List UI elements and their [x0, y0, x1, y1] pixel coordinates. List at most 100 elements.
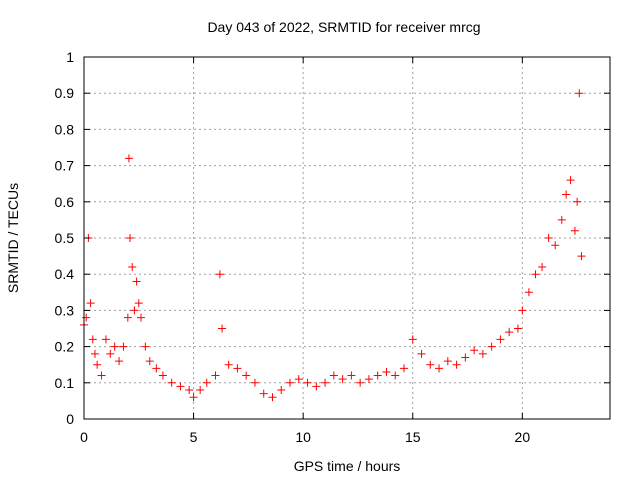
- y-tick-label: 0.6: [55, 194, 75, 210]
- data-point: [562, 190, 571, 199]
- y-tick-label: 0.9: [55, 85, 75, 101]
- y-tick-label: 0.7: [55, 158, 75, 174]
- data-point: [544, 234, 553, 242]
- data-point: [185, 386, 194, 395]
- data-point: [303, 378, 312, 387]
- data-point: [224, 360, 233, 369]
- data-point: [286, 378, 295, 387]
- data-point: [321, 378, 330, 387]
- data-point: [570, 226, 579, 235]
- data-point: [189, 393, 198, 402]
- data-point: [391, 371, 400, 380]
- y-tick-label: 0: [66, 411, 74, 427]
- data-point: [106, 349, 115, 358]
- data-point: [211, 371, 220, 380]
- data-point: [242, 371, 251, 380]
- data-point: [417, 349, 426, 358]
- data-point: [97, 371, 106, 380]
- data-point: [538, 262, 547, 271]
- data-point: [426, 360, 435, 369]
- data-point: [124, 154, 133, 163]
- x-axis-label: GPS time / hours: [294, 458, 401, 474]
- data-point: [250, 378, 259, 387]
- data-point: [575, 89, 584, 98]
- data-point: [134, 299, 143, 308]
- data-point: [196, 386, 205, 395]
- data-point: [312, 382, 321, 391]
- x-tick-label: 20: [515, 429, 531, 445]
- data-point: [88, 335, 97, 344]
- data-point: [470, 346, 479, 355]
- data-point: [167, 378, 176, 387]
- data-point: [338, 375, 347, 384]
- data-point: [268, 393, 277, 402]
- data-point: [364, 375, 373, 384]
- y-tick-label: 0.5: [55, 230, 75, 246]
- y-tick-label: 0.3: [55, 302, 75, 318]
- data-point: [329, 371, 338, 380]
- tick-labels: 00.10.20.30.40.50.60.70.80.910 5 10 15 20: [55, 49, 531, 445]
- data-point: [478, 349, 487, 358]
- data-point: [505, 328, 514, 337]
- data-point: [399, 364, 408, 373]
- data-point: [136, 313, 145, 322]
- data-point: [132, 277, 141, 286]
- data-point: [566, 176, 575, 185]
- data-point: [158, 371, 167, 380]
- y-tick-label: 0.2: [55, 339, 75, 355]
- grid-lines: [84, 57, 610, 419]
- data-point: [518, 306, 527, 315]
- axis-ticks: [83, 56, 610, 420]
- data-points: [80, 89, 586, 402]
- data-point: [115, 357, 124, 366]
- data-point: [110, 342, 119, 351]
- chart-title: Day 043 of 2022, SRMTID for receiver mrc…: [207, 19, 480, 35]
- data-point: [461, 353, 470, 362]
- data-point: [130, 306, 139, 315]
- data-point: [215, 270, 224, 279]
- data-point: [573, 197, 582, 206]
- data-point: [356, 378, 365, 387]
- data-point: [347, 371, 356, 380]
- y-tick-label: 1: [66, 49, 74, 65]
- data-point: [218, 324, 227, 333]
- data-point: [408, 335, 417, 344]
- data-point: [233, 364, 242, 373]
- data-point: [145, 357, 154, 366]
- y-tick-label: 0.1: [55, 375, 75, 391]
- data-point: [141, 342, 150, 351]
- data-point: [524, 288, 533, 297]
- data-point: [513, 324, 522, 333]
- data-point: [93, 360, 102, 369]
- x-tick-label: 5: [190, 429, 198, 445]
- data-point: [294, 375, 303, 384]
- data-point: [123, 313, 132, 322]
- data-point: [443, 357, 452, 366]
- x-tick-label: 0: [80, 429, 88, 445]
- data-point: [259, 389, 268, 398]
- data-point: [202, 378, 211, 387]
- data-point: [435, 364, 444, 373]
- data-point: [577, 252, 586, 261]
- data-point: [101, 335, 110, 344]
- data-point: [531, 270, 540, 279]
- data-point: [128, 262, 137, 271]
- y-axis-label: SRMTID / TECUs: [5, 183, 21, 293]
- data-point: [487, 342, 496, 351]
- data-point: [126, 234, 135, 242]
- data-point: [551, 241, 560, 250]
- x-tick-label: 15: [405, 429, 421, 445]
- data-point: [277, 386, 286, 395]
- data-point: [373, 371, 382, 380]
- y-tick-label: 0.8: [55, 121, 75, 137]
- data-point: [86, 299, 95, 308]
- data-point: [90, 349, 99, 358]
- data-point: [452, 360, 461, 369]
- data-point: [496, 335, 505, 344]
- data-point: [557, 215, 566, 224]
- data-point: [119, 342, 128, 351]
- x-tick-label: 10: [295, 429, 311, 445]
- y-tick-label: 0.4: [55, 266, 75, 282]
